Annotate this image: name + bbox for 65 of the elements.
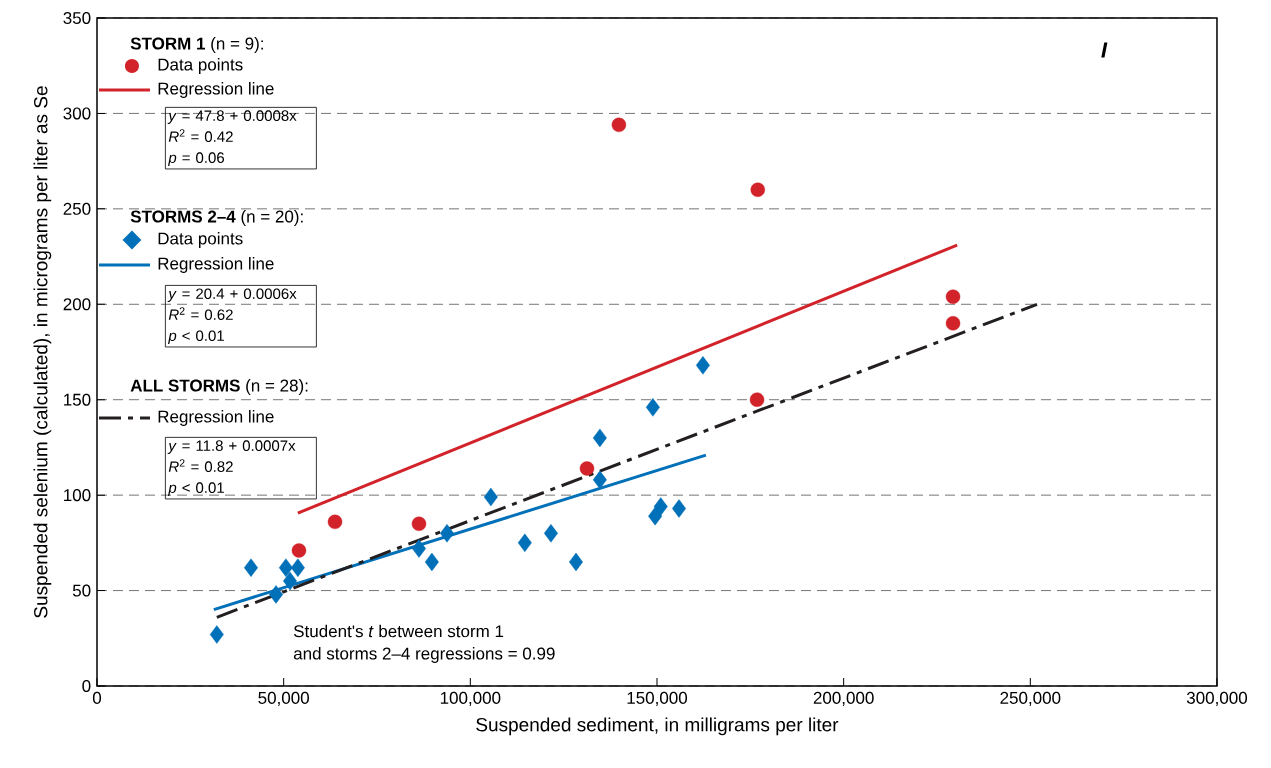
point [569,552,583,572]
annotation: R$^{2}$ = 0.62 [168,307,233,321]
point [283,571,297,591]
point [544,524,558,543]
annotation: ALL STORMS (n = 28): [130,379,308,395]
x-tick-label: 100,000 [440,691,501,706]
x-tick-label: 50,000 [258,691,309,706]
point [209,625,224,644]
annotation: STORM 1 (n = 9): [130,37,263,53]
annotation: and storms 2–4 regressions = 0.99 [293,647,555,663]
point [579,461,595,476]
annotation: R$^{2}$ = 0.82 [168,459,233,472]
legend-label: Regression line [158,410,274,426]
point [592,428,607,448]
y-axis-title: Suspended selenium (calculated), in micrograms per liter as Se [33,86,52,618]
x-tick-label: 0 [92,691,102,704]
y-tick-label: 200 [63,298,91,311]
point [695,356,710,375]
point [517,533,532,553]
point [291,543,307,558]
y-tick-label: 50 [72,584,91,597]
annotation: Student's t between storm 1 [293,624,504,638]
annotation: p < 0.01 [168,330,224,344]
y-tick-label: 250 [63,202,91,215]
point [244,558,258,577]
legend-label: Data points [158,58,243,74]
x-tick-label: 150,000 [627,691,688,706]
annotation: p < 0.01 [168,482,224,496]
point [290,558,305,577]
point [412,539,426,558]
x-tick-label: 200,000 [813,691,874,706]
x-axis-title: Suspended sediment, in milligrams per liter [476,717,839,736]
legend-label: Data points [158,232,243,248]
point [327,514,343,530]
point [672,499,686,518]
annotation: R$^{2}$ = 0.42 [168,129,233,142]
point [749,392,765,407]
y-tick-label: 0 [82,679,91,693]
x-tick-label: 250,000 [1000,691,1061,706]
point [411,516,427,531]
legend-label: Regression line [158,257,274,273]
y-tick-label: 300 [63,107,91,120]
point [945,289,961,304]
annotation: STORMS 2–4 (n = 20): [130,210,303,226]
annotation: y = 47.8 + 0.0008x [167,110,297,124]
y-tick-label: 150 [64,393,91,406]
annotation: I [1101,42,1108,58]
point [424,552,439,572]
annotation: p = 0.06 [168,152,225,166]
point [945,316,961,331]
point [278,558,293,577]
point [269,585,283,604]
point [592,470,607,490]
y-tick-label: 350 [63,11,91,25]
point [750,182,765,197]
point [653,497,668,516]
point [440,524,454,543]
annotation: y = 11.8 + 0.0007x [167,440,296,454]
y-tick-label: 100 [64,489,91,502]
point [611,117,627,133]
annotation: y = 20.4 + 0.0006x [167,288,297,302]
legend-label: Regression line [158,82,274,98]
point [645,398,660,417]
point [483,487,498,507]
x-tick-label: 300,000 [1186,691,1248,706]
